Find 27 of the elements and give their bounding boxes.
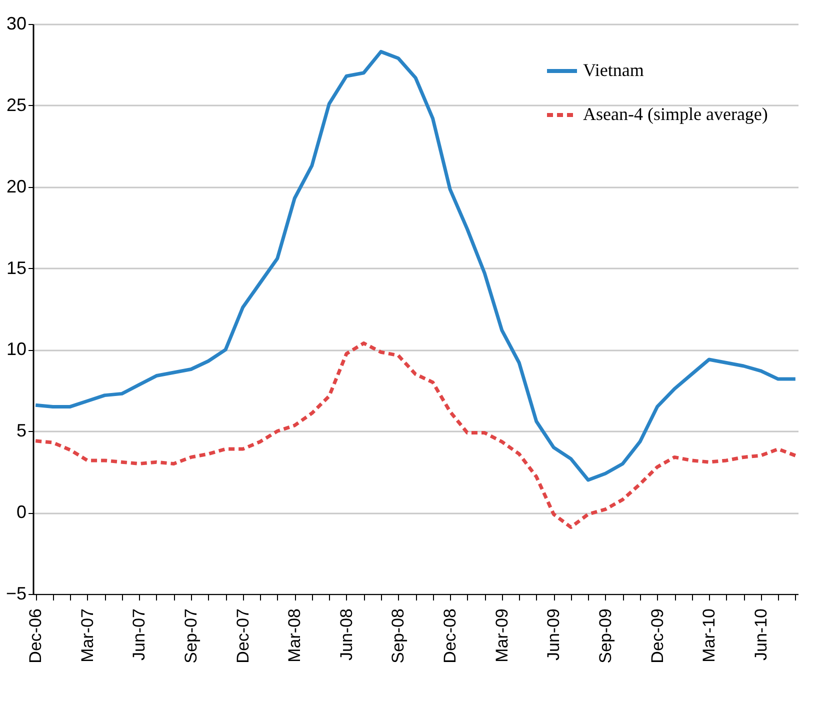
x-tick-label: Mar-10 (700, 608, 719, 662)
y-tick-label: 30 (6, 14, 26, 34)
x-tick-label: Mar-07 (78, 608, 97, 662)
x-tick-label: Sep-08 (388, 608, 408, 664)
x-tick-label: Jun-07 (130, 608, 149, 660)
x-tick-label: Dec-07 (233, 608, 252, 664)
line-series (34, 341, 798, 529)
y-tick-label: 25 (6, 94, 26, 115)
x-tick-label: Jun-10 (751, 608, 770, 660)
y-tick-label: 5 (16, 420, 26, 441)
x-tick-label: Sep-09 (596, 608, 615, 664)
y-tick-label: 15 (6, 258, 26, 278)
legend-label: Vietnam (583, 60, 644, 80)
x-tick-label: Jun-09 (544, 608, 564, 660)
x-tick-label: Dec-06 (26, 608, 46, 664)
y-tick-label: 20 (6, 176, 26, 196)
y-tick-label: 0 (16, 502, 26, 522)
y-tick-label: 10 (6, 339, 26, 360)
legend-label: Asean-4 (simple average) (583, 104, 768, 124)
y-tick-label: −5 (6, 584, 26, 604)
x-tick-label: Mar-08 (285, 608, 304, 662)
x-tick-label: Dec-09 (648, 608, 667, 664)
x-tick-label: Sep-07 (182, 608, 201, 664)
line-series (34, 50, 798, 482)
x-tick-label: Jun-08 (336, 608, 356, 660)
x-tick-label: Dec-08 (440, 608, 460, 664)
x-tick-label: Mar-09 (492, 608, 512, 662)
